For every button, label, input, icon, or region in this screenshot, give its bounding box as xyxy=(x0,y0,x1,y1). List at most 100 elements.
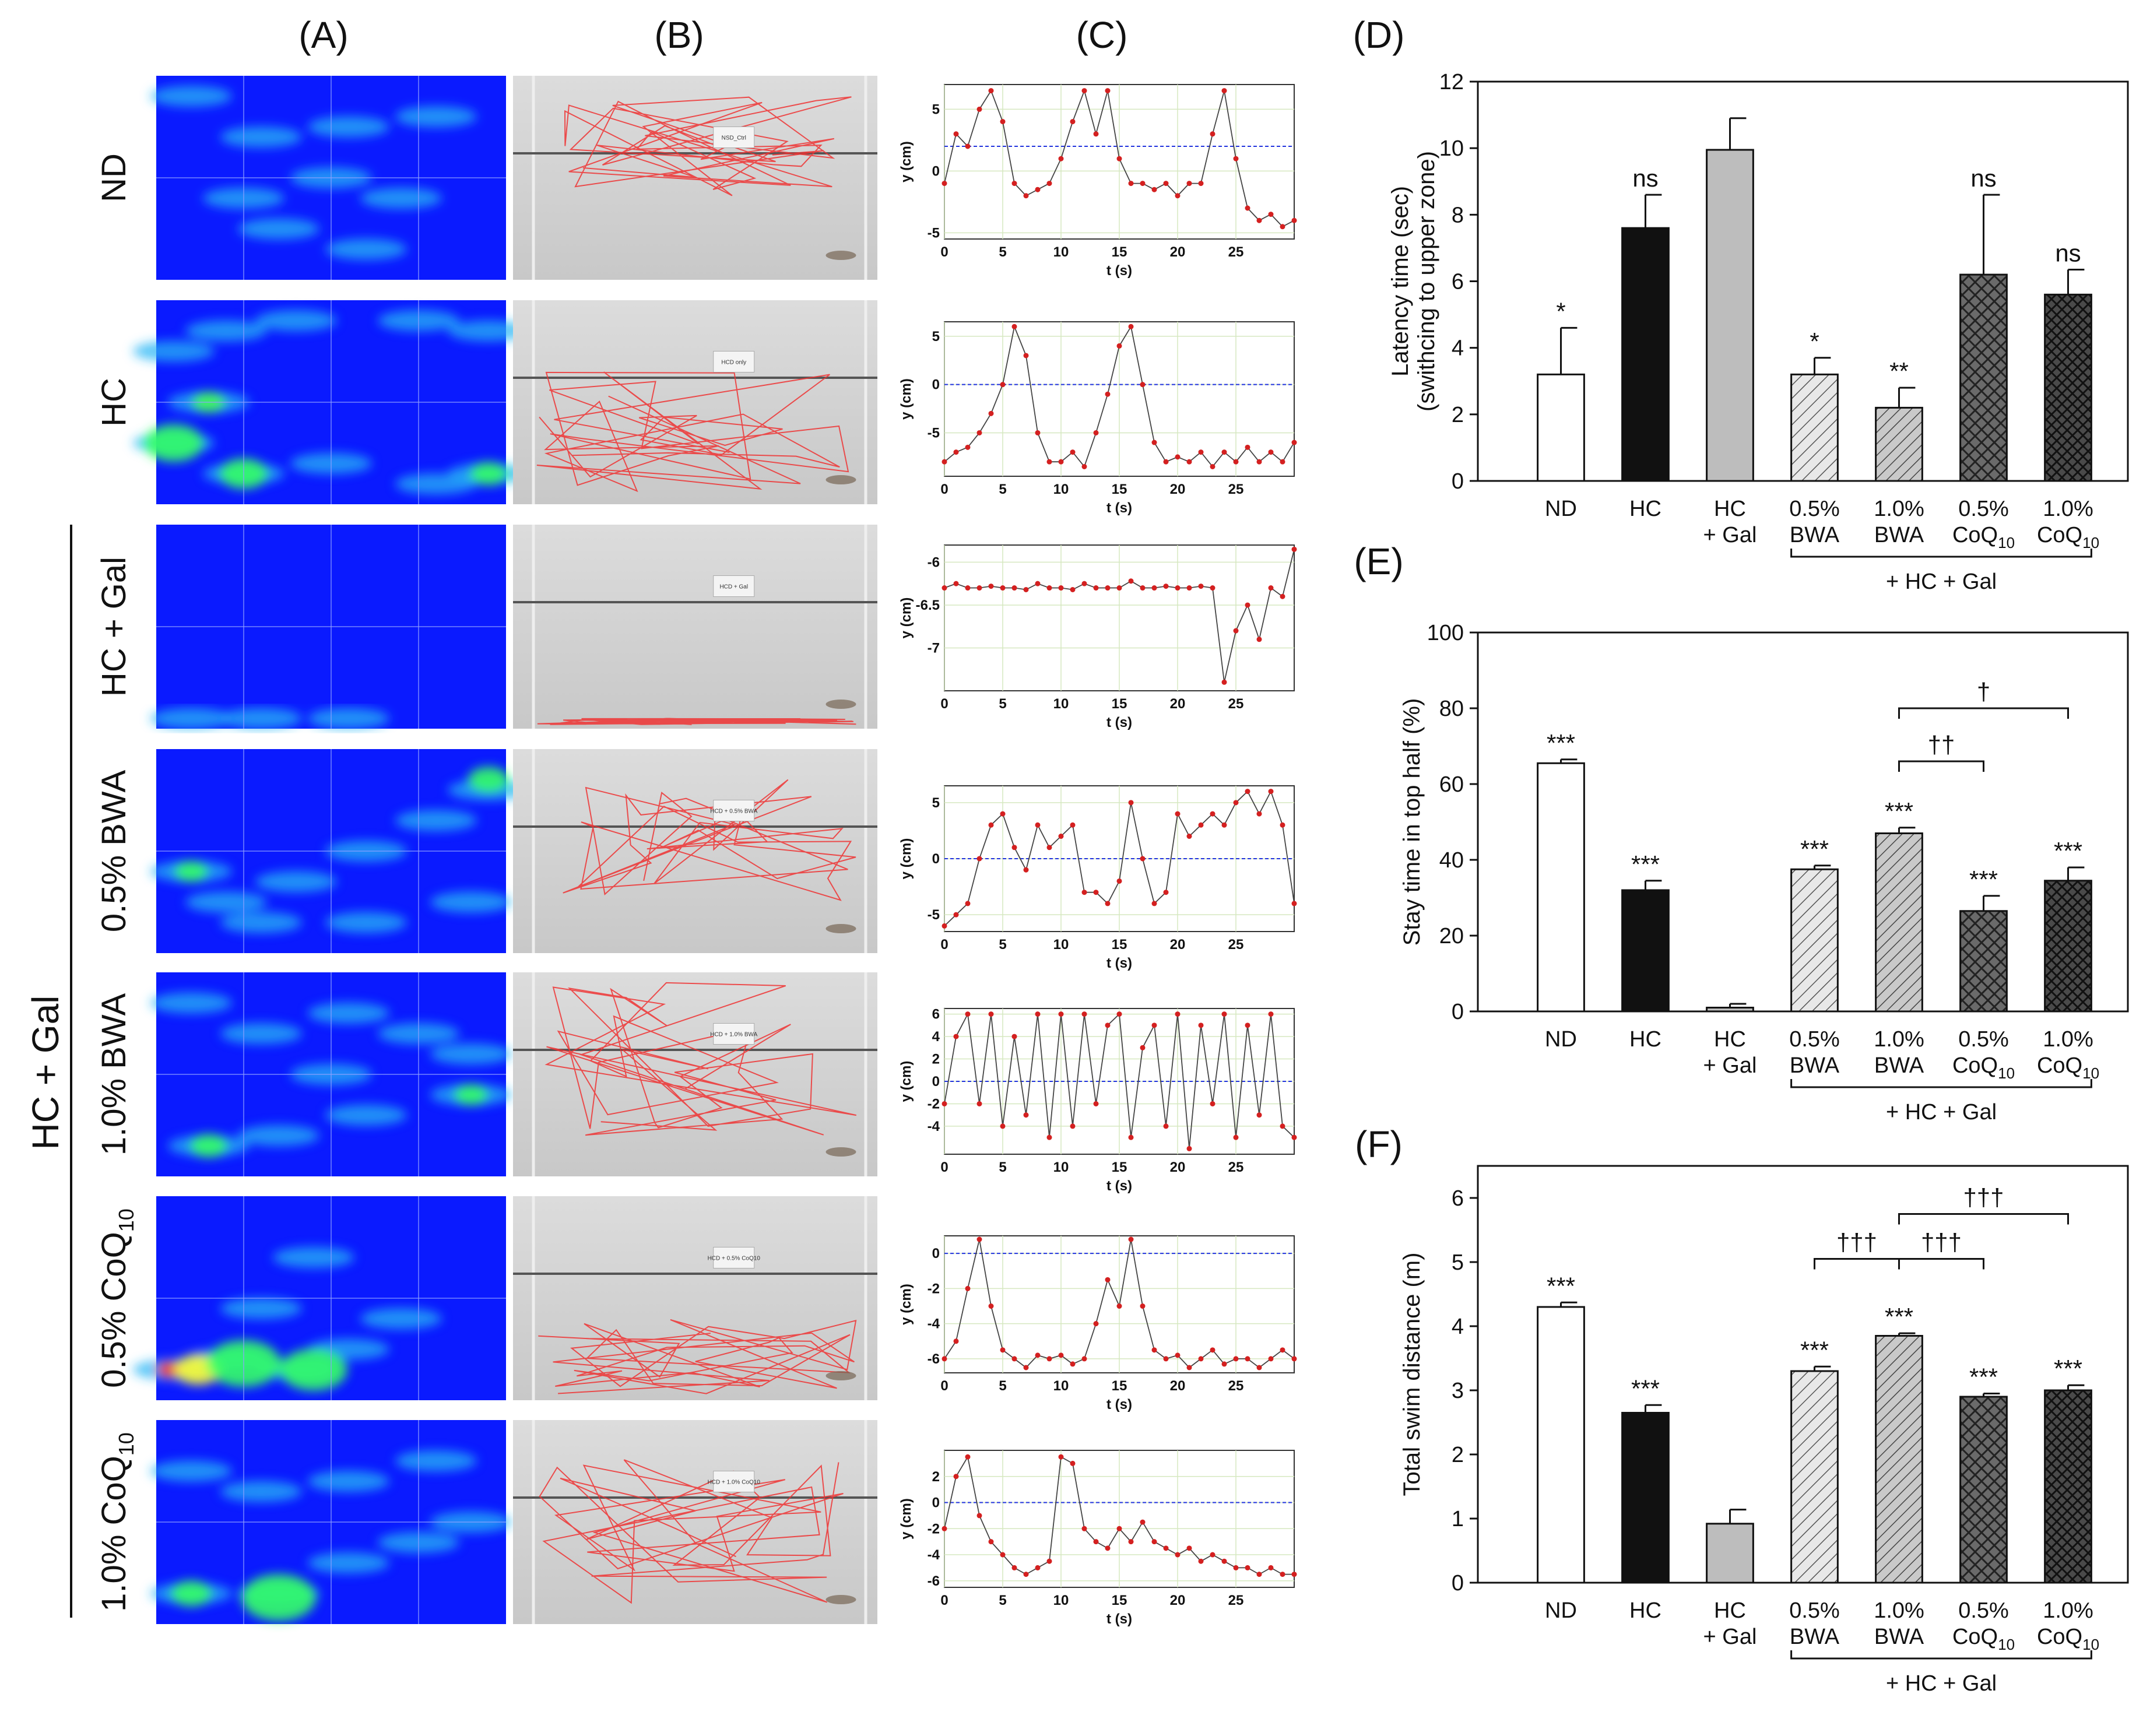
trace-y-label: y (cm) xyxy=(898,1061,914,1102)
trace-x-tick: 5 xyxy=(999,937,1006,953)
trace-point xyxy=(988,88,994,94)
trace-point xyxy=(953,581,959,586)
trace-point xyxy=(965,444,971,450)
trace-point xyxy=(1221,1361,1227,1367)
category-label: 0.5% xyxy=(1958,1598,2009,1623)
trace-point xyxy=(1186,1365,1192,1370)
trace-point xyxy=(1093,890,1099,895)
trace-point xyxy=(1175,811,1181,817)
trace-point xyxy=(1268,212,1274,217)
group-bracket xyxy=(1790,1079,2092,1088)
trace-point xyxy=(1035,1352,1041,1358)
trace-point xyxy=(953,912,959,918)
trace-point xyxy=(988,1539,994,1545)
group-bracket-label: + HC + Gal xyxy=(1886,1671,1997,1696)
heatmap-5 xyxy=(133,1196,506,1400)
heatmap-blob xyxy=(325,912,407,933)
significance-mark: ns xyxy=(1632,164,1658,192)
trace-x-tick: 0 xyxy=(940,937,948,953)
trace-point xyxy=(1023,353,1029,359)
heatmap-blob xyxy=(360,1308,442,1329)
trace-y-tick: 0 xyxy=(932,851,940,867)
tank-background xyxy=(513,300,877,504)
trace-point xyxy=(1186,181,1192,187)
trace-x-label: t (s) xyxy=(1106,1397,1132,1412)
trace-y-tick: -4 xyxy=(928,1547,940,1563)
trace-y-tick: 6 xyxy=(932,1007,940,1022)
bar xyxy=(1621,889,1670,1013)
tank-label-chip xyxy=(713,1023,755,1045)
heatmap-blob xyxy=(308,708,389,729)
category-label: ND xyxy=(1545,1598,1577,1623)
category-label: HC xyxy=(1629,1598,1661,1623)
trace-point xyxy=(1023,1572,1029,1577)
trace-point xyxy=(1128,324,1134,329)
group-bracket-label: + HC + Gal xyxy=(1886,1100,1997,1124)
panel-label-b: (B) xyxy=(654,14,704,56)
trace-point xyxy=(1210,811,1215,817)
category-label-text: CoQ xyxy=(2037,1625,2082,1649)
trace-point xyxy=(976,1101,982,1106)
trace-point xyxy=(1151,1022,1157,1028)
trace-x-tick: 10 xyxy=(1053,1378,1069,1394)
significance-mark: * xyxy=(1556,297,1565,325)
trace-point xyxy=(1198,181,1204,187)
heatmap-blob xyxy=(325,1105,407,1126)
panel-label-a: (A) xyxy=(298,14,348,56)
heatmap-hotspot xyxy=(190,1134,227,1158)
category-label: CoQ10 xyxy=(2037,523,2099,551)
trace-point xyxy=(953,449,959,455)
tank-label-text: HCD only xyxy=(721,360,746,366)
trace-point xyxy=(1245,789,1250,795)
tank-label-chip xyxy=(713,800,755,821)
trace-x-tick: 0 xyxy=(940,696,948,712)
bar xyxy=(1706,1523,1754,1584)
trace-point xyxy=(1023,1365,1029,1370)
fish-shape xyxy=(825,475,856,484)
tank-label-chip xyxy=(713,1247,755,1268)
trace-x-tick: 20 xyxy=(1170,696,1186,712)
trace-x-tick: 5 xyxy=(999,696,1006,712)
trace-point xyxy=(1186,459,1192,465)
bar xyxy=(1790,1370,1839,1584)
trace-x-tick: 10 xyxy=(1053,244,1069,260)
trace-y-tick: 0 xyxy=(932,377,940,393)
trace-point xyxy=(1151,1347,1157,1353)
heatmap-blob xyxy=(150,1460,232,1482)
category-label: 1.0% xyxy=(1874,1027,1924,1052)
trace-point xyxy=(1058,1011,1064,1017)
trace-point xyxy=(1280,822,1285,828)
bar-y-tick-label: 2 xyxy=(1452,403,1464,427)
trace-point xyxy=(1105,88,1111,94)
trace-x-tick: 25 xyxy=(1228,1159,1244,1175)
trace-point xyxy=(1000,1552,1006,1558)
trace-point xyxy=(941,585,947,591)
trace-point xyxy=(1116,156,1122,161)
trace-point xyxy=(1280,1123,1285,1129)
row-label-text: 1.0% BWA xyxy=(95,993,133,1156)
fish-shape xyxy=(825,924,856,933)
trace-point xyxy=(1116,878,1122,884)
trace-x-tick: 10 xyxy=(1053,482,1069,497)
trace-point xyxy=(1058,585,1064,591)
trace-point xyxy=(1140,181,1146,187)
trace-y-tick: -5 xyxy=(928,425,940,441)
significance-mark: *** xyxy=(2054,1355,2082,1382)
trace-point xyxy=(1151,901,1157,906)
trace-x-tick: 10 xyxy=(1053,937,1069,953)
trace-point xyxy=(1000,119,1006,125)
tank-1: HCD only xyxy=(513,300,877,504)
trace-point xyxy=(1035,1565,1041,1570)
trace-point xyxy=(1245,1356,1250,1362)
heatmap-hotspot xyxy=(468,767,510,793)
trace-point xyxy=(1175,193,1181,199)
tank-background xyxy=(513,1420,877,1624)
trace-x-tick: 20 xyxy=(1170,937,1186,953)
significance-mark: *** xyxy=(1547,729,1575,757)
trace-point xyxy=(941,923,947,929)
bar-y-tick-label: 20 xyxy=(1439,924,1464,948)
trace-plot-C2: 0 5 10 15 20 25 -5 0 5 t (s) y (cm) xyxy=(898,321,1297,516)
category-label: ND xyxy=(1545,1027,1577,1052)
trace-x-tick: 5 xyxy=(999,244,1006,260)
